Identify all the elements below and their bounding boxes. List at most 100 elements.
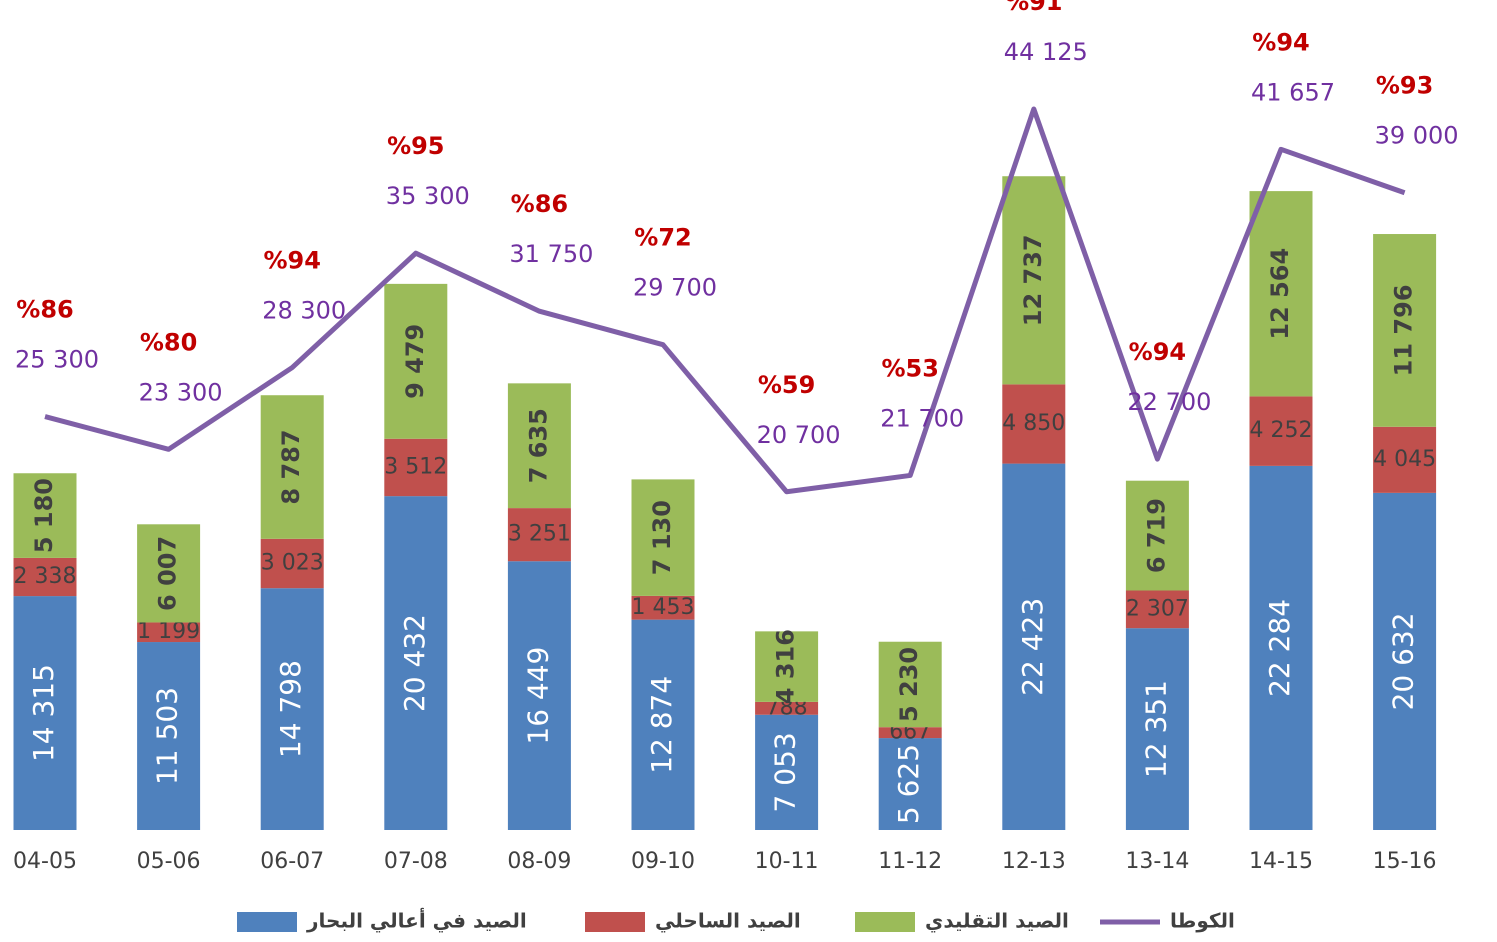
rate-label: %80 (140, 328, 197, 356)
line-label: 35 300 (386, 182, 470, 210)
legend-swatch (585, 912, 645, 932)
rate-label: %86 (511, 190, 568, 218)
bar-label: 3 512 (384, 454, 447, 479)
legend-swatch (237, 912, 297, 932)
bar-segment (1373, 492, 1437, 830)
bar-label: 9 479 (401, 324, 429, 399)
bar-label: 20 432 (398, 614, 431, 712)
legend-label: الصيد التقليدي (925, 909, 1069, 934)
line-label: 28 300 (262, 297, 346, 325)
bar-label: 11 796 (1390, 284, 1418, 376)
rate-label: %93 (1376, 72, 1433, 100)
x-tick-label: 06-07 (260, 849, 324, 874)
legend-label: الصيد في أعالي البحار (306, 907, 527, 934)
bar-segment (13, 596, 77, 830)
bar-segment (507, 561, 571, 830)
bar-segment (755, 701, 819, 715)
bar-segment (755, 631, 819, 702)
rate-label: %86 (16, 296, 73, 324)
bar-segment (507, 508, 571, 562)
line-label: 22 700 (1127, 388, 1211, 416)
bar-segment (1125, 590, 1189, 629)
x-tick-label: 15-16 (1373, 849, 1437, 874)
rate-label: %72 (634, 224, 691, 252)
bar-segment (878, 641, 942, 728)
rate-label: %94 (1129, 338, 1186, 366)
x-tick-label: 09-10 (631, 849, 695, 874)
legend-swatch (855, 912, 915, 932)
line-label: 29 700 (633, 274, 717, 302)
bar-segment (507, 383, 571, 509)
line (44, 106, 1406, 495)
bar-segment (1002, 384, 1066, 464)
bar-label: 5 625 (892, 744, 925, 824)
legend-label: الكوطا (1170, 909, 1235, 933)
bar-label: 14 315 (27, 664, 60, 762)
x-tick-label: 14-15 (1249, 849, 1313, 874)
bar-label: 6 007 (154, 536, 182, 611)
x-tick-label: 10-11 (755, 849, 819, 874)
bar-label: 6 719 (1142, 498, 1170, 573)
bar-segment (631, 479, 695, 596)
bar-segment (1373, 426, 1437, 493)
bar-segment (1373, 234, 1437, 427)
bar-label: 7 635 (524, 408, 552, 483)
bar-label: 3 023 (261, 551, 324, 576)
x-tick-label: 12-13 (1002, 849, 1066, 874)
bar-label: 12 874 (645, 676, 678, 774)
bar-label: 12 564 (1266, 248, 1294, 340)
bar-segment (384, 283, 448, 439)
bar-label: 1 199 (137, 619, 200, 644)
bar-label: 1 453 (632, 595, 695, 620)
x-tick-label: 13-14 (1125, 849, 1189, 874)
rate-label: %95 (387, 132, 444, 160)
bar-segment (260, 395, 324, 539)
bar-segment (13, 473, 77, 558)
rate-label: %59 (758, 371, 815, 399)
bar-segment (1125, 480, 1189, 591)
line-label: 23 300 (139, 378, 223, 406)
x-tick-label: 08-09 (507, 849, 571, 874)
bar-segment (384, 438, 448, 497)
bar-label: 3 251 (508, 522, 571, 547)
bar-label: 5 230 (895, 647, 923, 722)
bar-label: 4 252 (1250, 418, 1313, 443)
bar-label: 5 180 (30, 478, 58, 553)
bar-label: 11 503 (151, 687, 184, 785)
bar-segment (755, 714, 819, 830)
bar-segment (1249, 465, 1313, 830)
x-tick-label: 04-05 (13, 849, 77, 874)
rate-label: %94 (1252, 28, 1309, 56)
line-label: 41 657 (1251, 78, 1335, 106)
bar-segment (1002, 463, 1066, 830)
bar-label: 7 130 (648, 500, 676, 575)
bar-segment (137, 642, 201, 830)
bar-segment (260, 588, 324, 830)
bar-segment (13, 557, 77, 597)
bar-label: 7 053 (769, 732, 802, 812)
bar-segment (878, 738, 942, 830)
bar-segment (1249, 396, 1313, 466)
bar-segment (1125, 628, 1189, 830)
bar-label: 4 850 (1002, 411, 1065, 436)
bar-label: 2 307 (1126, 596, 1189, 621)
bar-segment (1249, 191, 1313, 397)
bar-segment (631, 595, 695, 620)
bar-label: 4 045 (1373, 447, 1436, 472)
bar-segment (260, 538, 324, 589)
line-label: 39 000 (1375, 122, 1459, 150)
bar-segment (631, 619, 695, 830)
line-label: 25 300 (15, 346, 99, 374)
bar-label: 22 284 (1263, 599, 1296, 697)
line-label: 31 750 (509, 240, 593, 268)
bar-segment (878, 727, 942, 739)
rate-label: %91 (1005, 0, 1062, 16)
line-label: 21 700 (880, 404, 964, 432)
bar-label: 22 423 (1016, 598, 1049, 696)
x-tick-label: 05-06 (137, 849, 201, 874)
line-label: 20 700 (757, 421, 841, 449)
bar-label: 2 338 (14, 564, 77, 589)
bar-label: 8 787 (277, 429, 305, 504)
